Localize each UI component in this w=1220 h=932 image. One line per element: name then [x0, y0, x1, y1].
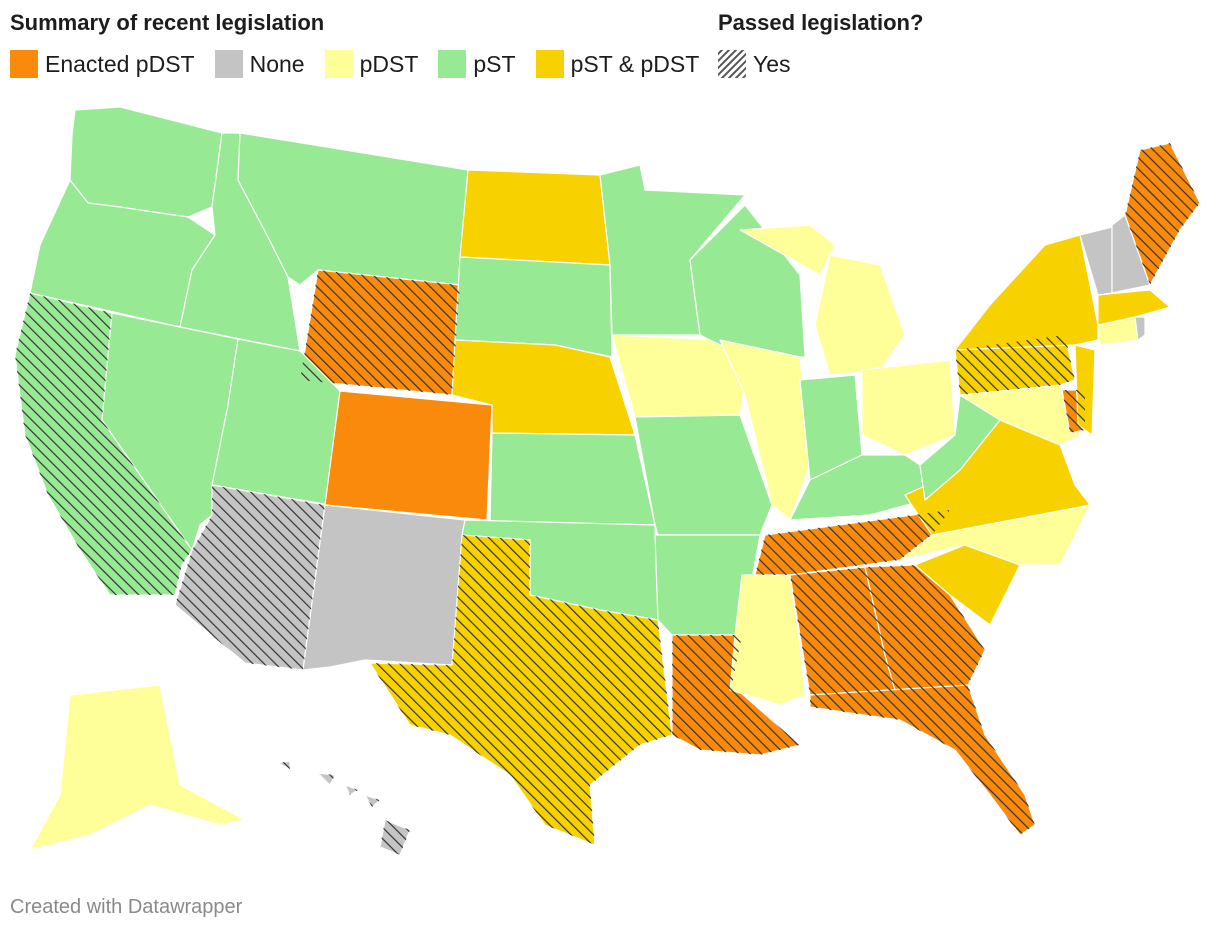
hatch-swatch-icon — [718, 50, 746, 78]
legend-label-yes: Yes — [753, 50, 791, 77]
state-ga-passed-hatch — [865, 565, 985, 690]
state-wy-passed-hatch — [300, 270, 460, 395]
state-ky[interactable] — [789, 454, 926, 521]
state-oh[interactable] — [861, 359, 956, 456]
legend-label-pdst: pDST — [359, 50, 419, 77]
state-pa-passed-hatch — [955, 335, 1075, 395]
state-ks[interactable] — [489, 432, 656, 526]
legend-item-pdst: pDST — [324, 50, 419, 78]
footer-credit: Created with Datawrapper — [10, 896, 243, 918]
legend-item-both: pST & pDST — [535, 50, 700, 78]
legend-item-yes: Yes — [718, 50, 791, 78]
state-wi[interactable] — [689, 204, 806, 358]
state-ma[interactable] — [1097, 289, 1171, 326]
state-nm[interactable] — [302, 504, 466, 671]
legend-item-enacted: Enacted pDST — [10, 50, 195, 78]
state-tx-passed-hatch — [370, 535, 672, 845]
legend-swatch-pst — [438, 50, 467, 78]
legend-label-none: None — [249, 50, 305, 77]
legend-swatch-both — [535, 50, 564, 78]
state-ia[interactable] — [611, 334, 746, 418]
state-ca-passed-hatch — [15, 293, 192, 595]
legend-title-summary: Summary of recent legislation — [10, 10, 325, 35]
legend-label-both: pST & pDST — [570, 50, 700, 77]
state-az-passed-hatch — [175, 485, 325, 670]
us-states-map — [14, 106, 1201, 856]
state-tn-passed-hatch — [755, 510, 950, 575]
state-la-passed-hatch — [672, 635, 800, 755]
legend-swatch-pdst — [324, 50, 353, 78]
legend-item-none: None — [214, 50, 305, 78]
state-hi-passed-hatch — [278, 761, 410, 855]
legend-passed: Yes — [718, 48, 811, 80]
state-nd[interactable] — [459, 169, 611, 266]
state-fl-passed-hatch — [810, 685, 1035, 835]
legend-title-passed: Passed legislation? — [718, 10, 924, 35]
legend-swatch-enacted — [10, 50, 38, 78]
state-wa[interactable] — [69, 106, 223, 218]
state-ny[interactable] — [954, 234, 1099, 351]
state-sc[interactable] — [914, 544, 1021, 626]
legend-categories: Enacted pDST None pDST pST pST & pDST — [10, 48, 719, 80]
state-ak[interactable] — [29, 684, 246, 851]
legend-item-pst: pST — [438, 50, 516, 78]
state-mo[interactable] — [634, 414, 773, 536]
legend-label-pst: pST — [473, 50, 516, 77]
state-co[interactable] — [324, 390, 493, 521]
state-me-passed-hatch — [1125, 143, 1200, 285]
legend-label-enacted: Enacted pDST — [45, 50, 195, 77]
state-al-passed-hatch — [790, 567, 895, 695]
state-ri[interactable] — [1134, 316, 1146, 341]
legend-swatch-none — [214, 50, 243, 78]
state-de-passed-hatch — [1062, 390, 1085, 433]
